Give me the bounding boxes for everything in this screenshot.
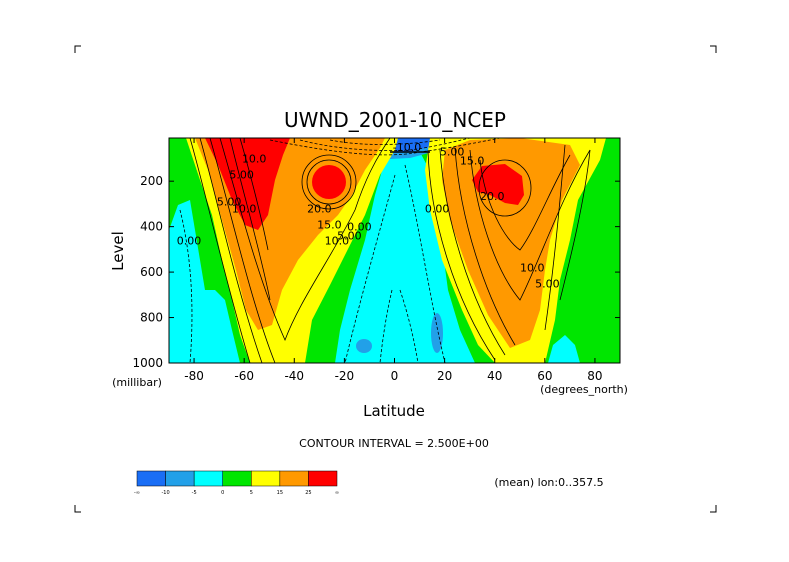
x-tick-label: 20 xyxy=(437,369,452,383)
contour-label: 10.0 xyxy=(520,262,545,275)
blue-blob-sh xyxy=(356,339,372,353)
x-unit-label: (degrees_north) xyxy=(540,383,628,396)
contour-label: 0.00 xyxy=(347,221,372,234)
contour-lines xyxy=(179,138,591,363)
contour-interval-label: CONTOUR INTERVAL = 2.500E+00 xyxy=(299,437,489,450)
contour-labels: 10.05.005.0010.00.0020.015.010.05.000.00… xyxy=(177,141,560,290)
crop-marks xyxy=(74,45,717,513)
cyan-region-north-polar xyxy=(548,335,580,363)
colorbar-bin xyxy=(279,470,309,487)
colorbar-bin xyxy=(308,470,338,487)
contour-label: 5.00 xyxy=(440,146,465,159)
colorbar-bin xyxy=(222,470,252,487)
colorbar-label: 0 xyxy=(221,490,224,496)
x-tick-label: 60 xyxy=(537,369,552,383)
x-tick-label: -40 xyxy=(284,369,304,383)
x-tick-label: -20 xyxy=(335,369,355,383)
colorbar-label: -∞ xyxy=(134,490,140,496)
x-axis-label: Latitude xyxy=(363,402,425,420)
colorbar-bin xyxy=(136,470,166,487)
colorbar-label: 15 xyxy=(277,490,283,496)
y-tick-label: 600 xyxy=(140,265,163,279)
colorbar-label: ∞ xyxy=(335,490,339,496)
contour-label: -10.0 xyxy=(393,141,421,154)
x-tick-label: -60 xyxy=(234,369,254,383)
orange-region-nh xyxy=(442,138,580,348)
red-region-nh-jet xyxy=(472,164,524,205)
colorbar-label: 25 xyxy=(305,490,311,496)
contour-label: 10.0 xyxy=(325,234,350,247)
colorbar-label: -5 xyxy=(192,490,197,496)
x-axis: -80 -60 -40 -20 0 20 40 60 80 xyxy=(184,138,603,383)
subset-label: (mean) lon:0..357.5 xyxy=(494,476,603,489)
contour-label: 10.0 xyxy=(242,152,267,165)
colorbar-label: -10 xyxy=(161,490,169,496)
y-unit-label: (millibar) xyxy=(112,376,162,389)
x-tick-label: 0 xyxy=(391,369,399,383)
y-axis: 200 400 600 800 1000 xyxy=(132,174,620,370)
contour-label: 0.00 xyxy=(425,202,450,215)
blue-blob-nh xyxy=(431,313,443,353)
colorbar: -∞ -10 -5 0 5 15 25 ∞ xyxy=(134,470,339,496)
cyan-region-south-polar xyxy=(169,200,240,363)
chart-title: UWND_2001-10_NCEP xyxy=(284,108,506,132)
x-tick-label: 80 xyxy=(587,369,602,383)
colorbar-label: 5 xyxy=(250,490,253,496)
contour-label: 5.00 xyxy=(217,196,242,209)
cyan-region-tropics xyxy=(335,150,475,363)
contour-label: 5.00 xyxy=(337,230,362,243)
y-tick-label: 200 xyxy=(140,174,163,188)
contour-label: 10.0 xyxy=(232,202,257,215)
y-tick-label: 800 xyxy=(140,311,163,325)
y-tick-label: 1000 xyxy=(132,356,163,370)
y-tick-label: 400 xyxy=(140,220,163,234)
contour-label: 5.00 xyxy=(229,168,254,181)
contour-label: 15.0 xyxy=(317,218,342,231)
contour-label: 20.0 xyxy=(307,202,332,215)
red-region-sh-subtropical xyxy=(312,165,346,199)
contour-label: 15.0 xyxy=(460,155,485,168)
x-tick-label: -80 xyxy=(184,369,204,383)
y-axis-label: Level xyxy=(109,231,127,271)
contour-label: 0.00 xyxy=(177,234,202,247)
contour-label: 20.0 xyxy=(480,190,505,203)
x-tick-label: 40 xyxy=(487,369,502,383)
colorbar-bin xyxy=(165,470,195,487)
colorbar-bin xyxy=(251,470,281,487)
contour-label: 5.00 xyxy=(535,277,560,290)
colorbar-bin xyxy=(193,470,223,487)
